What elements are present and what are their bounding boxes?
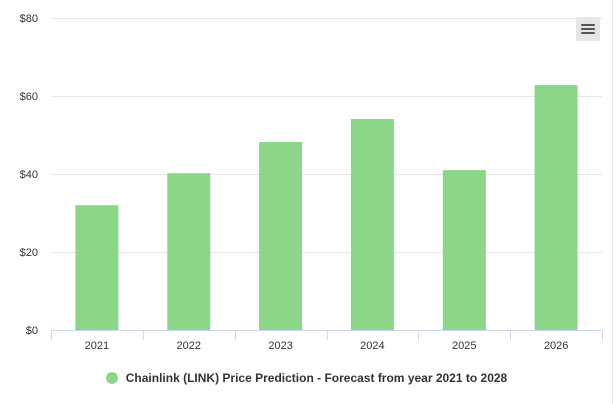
bar-2024 bbox=[350, 119, 394, 330]
hamburger-menu-icon bbox=[581, 32, 595, 34]
x-tick-label: 2023 bbox=[268, 340, 292, 352]
y-tick-label: $20 bbox=[20, 247, 38, 259]
bar-2021 bbox=[75, 205, 119, 330]
hamburger-menu-icon bbox=[581, 28, 595, 30]
x-tick-label: 2022 bbox=[177, 340, 201, 352]
y-tick-label: $40 bbox=[20, 169, 38, 181]
bar-2022 bbox=[167, 173, 211, 330]
y-tick-label: $60 bbox=[20, 91, 38, 103]
hamburger-menu-icon bbox=[581, 24, 595, 26]
bar-2026 bbox=[534, 85, 578, 330]
legend-label: Chainlink (LINK) Price Prediction - Fore… bbox=[125, 371, 508, 385]
bar-2023 bbox=[259, 142, 303, 330]
chart-legend[interactable]: Chainlink (LINK) Price Prediction - Fore… bbox=[0, 367, 613, 389]
bar-2025 bbox=[442, 170, 486, 330]
y-tick-label: $0 bbox=[26, 325, 38, 337]
x-tick-label: 2021 bbox=[85, 340, 109, 352]
y-tick-label: $80 bbox=[20, 13, 38, 25]
x-tick-label: 2026 bbox=[544, 340, 568, 352]
x-tick-label: 2025 bbox=[452, 340, 476, 352]
x-tick-label: 2024 bbox=[360, 340, 384, 352]
chart-menu-button[interactable] bbox=[576, 17, 600, 41]
legend-swatch bbox=[105, 372, 118, 384]
